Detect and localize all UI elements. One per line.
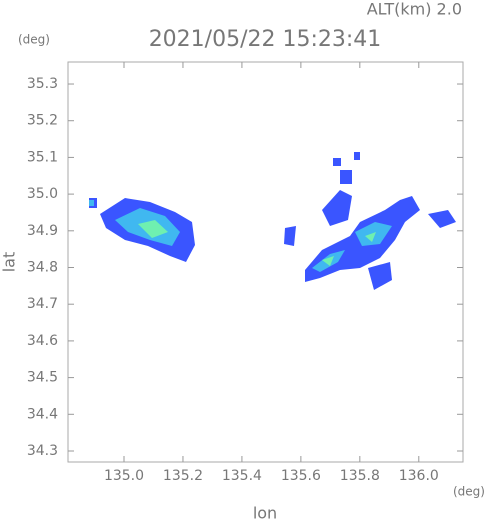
x-unit: (deg) bbox=[453, 485, 485, 499]
y-axis-label: lat bbox=[0, 252, 19, 273]
y-tick-label: 34.7 bbox=[27, 296, 58, 312]
x-axis-label: lon bbox=[253, 504, 277, 521]
y-tick-label: 35.3 bbox=[27, 76, 58, 92]
x-tick-label: 135.0 bbox=[104, 468, 144, 484]
y-tick-label: 34.9 bbox=[27, 223, 58, 239]
x-tick-label: 136.0 bbox=[399, 468, 439, 484]
radar-echoes bbox=[89, 152, 456, 290]
plot-frame bbox=[67, 61, 464, 463]
x-tick-label: 135.2 bbox=[163, 468, 203, 484]
y-tick-label: 35.0 bbox=[27, 186, 58, 202]
chart-title: 2021/05/22 15:23:41 bbox=[149, 27, 382, 52]
y-tick-label: 34.6 bbox=[27, 333, 58, 349]
y-tick-label: 35.1 bbox=[27, 149, 58, 165]
y-tick-label: 34.3 bbox=[27, 443, 58, 459]
y-unit: (deg) bbox=[18, 33, 50, 47]
x-tick-label: 135.6 bbox=[281, 468, 321, 484]
x-tick-label: 135.8 bbox=[340, 468, 380, 484]
altitude-label: ALT(km) 2.0 bbox=[367, 0, 462, 19]
x-tick-label: 135.4 bbox=[222, 468, 262, 484]
y-tick-label: 34.8 bbox=[27, 260, 58, 276]
y-tick-label: 34.4 bbox=[27, 406, 58, 422]
y-tick-label: 35.2 bbox=[27, 113, 58, 129]
y-tick-label: 34.5 bbox=[27, 370, 58, 386]
